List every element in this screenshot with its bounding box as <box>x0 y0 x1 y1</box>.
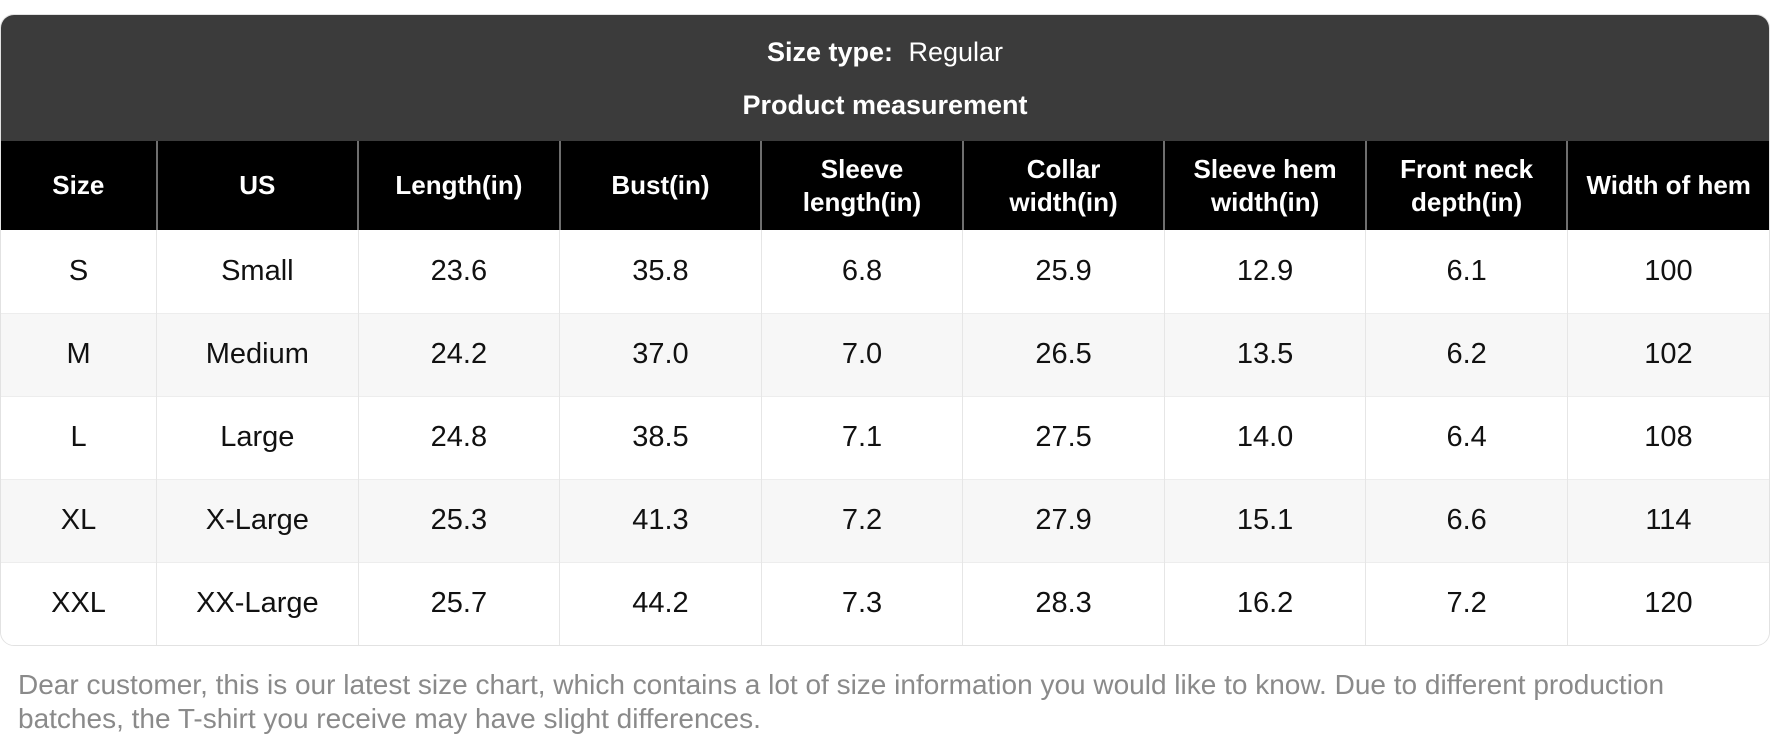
product-measurement-title: Product measurement <box>742 90 1028 120</box>
table-cell: 120 <box>1566 561 1769 645</box>
column-header-length: Length(in) <box>357 141 560 230</box>
size-type-value: Regular <box>908 37 1004 67</box>
table-cell: 114 <box>1566 478 1769 562</box>
table-cell: 7.2 <box>1365 561 1568 645</box>
table-cell: 44.2 <box>559 561 762 645</box>
table-cell: 25.7 <box>357 561 560 645</box>
table-cell: 7.2 <box>760 478 963 562</box>
table-cell: 6.6 <box>1365 478 1568 562</box>
table-header-row: Size US Length(in) Bust(in) Sleeve lengt… <box>1 141 1769 230</box>
table-cell: 23.6 <box>357 230 560 313</box>
table-cell: 38.5 <box>559 395 762 479</box>
table-cell: 14.0 <box>1163 395 1366 479</box>
table-row-l: L Large 24.8 38.5 7.1 27.5 14.0 6.4 108 <box>1 395 1769 479</box>
table-cell: 102 <box>1566 312 1769 396</box>
column-header-width-of-hem: Width of hem <box>1566 141 1769 230</box>
table-cell: 25.3 <box>357 478 560 562</box>
table-cell: XX-Large <box>156 561 359 645</box>
column-header-sleeve-hem-width: Sleeve hem width(in) <box>1163 141 1366 230</box>
table-cell: 6.8 <box>760 230 963 313</box>
column-header-bust: Bust(in) <box>558 141 762 230</box>
table-cell: 108 <box>1566 395 1769 479</box>
table-cell: L <box>1 395 157 479</box>
column-header-front-neck-depth: Front neck depth(in) <box>1364 141 1568 230</box>
table-cell: 24.8 <box>357 395 560 479</box>
table-cell: 41.3 <box>559 478 762 562</box>
table-cell: 16.2 <box>1163 561 1366 645</box>
table-cell: 15.1 <box>1163 478 1366 562</box>
table-cell: 27.9 <box>962 478 1165 562</box>
table-cell: X-Large <box>156 478 359 562</box>
table-cell: Large <box>156 395 359 479</box>
table-cell: 7.0 <box>760 312 963 396</box>
table-cell: 6.1 <box>1365 230 1568 313</box>
customer-note: Dear customer, this is our latest size c… <box>18 669 1665 735</box>
table-cell: 12.9 <box>1163 230 1366 313</box>
table-cell: 6.4 <box>1365 395 1568 479</box>
table-cell: 28.3 <box>962 561 1165 645</box>
table-row-xxl: XXL XX-Large 25.7 44.2 7.3 28.3 16.2 7.2… <box>1 561 1769 645</box>
size-chart-card: Size type: Regular Product measurement S… <box>0 14 1770 646</box>
table-row-m: M Medium 24.2 37.0 7.0 26.5 13.5 6.2 102 <box>1 312 1769 396</box>
table-cell: 35.8 <box>559 230 762 313</box>
table-cell: 27.5 <box>962 395 1165 479</box>
table-cell: 24.2 <box>357 312 560 396</box>
column-header-us: US <box>155 141 359 230</box>
table-cell: 6.2 <box>1365 312 1568 396</box>
table-cell: 25.9 <box>962 230 1165 313</box>
table-cell: XL <box>1 478 157 562</box>
size-measurement-table: Size US Length(in) Bust(in) Sleeve lengt… <box>1 141 1769 645</box>
table-cell: XXL <box>1 561 157 645</box>
table-cell: 7.3 <box>760 561 963 645</box>
column-header-sleeve-length: Sleeve length(in) <box>760 141 963 230</box>
table-cell: 7.1 <box>760 395 963 479</box>
size-type-line: Size type: Regular <box>1 37 1769 68</box>
table-cell: 100 <box>1566 230 1769 313</box>
table-cell: 26.5 <box>962 312 1165 396</box>
table-cell: 37.0 <box>559 312 762 396</box>
table-row-s: S Small 23.6 35.8 6.8 25.9 12.9 6.1 100 <box>1 230 1769 313</box>
table-cell: Small <box>156 230 359 313</box>
table-cell: S <box>68 254 89 287</box>
table-cell: Medium <box>156 312 359 396</box>
size-type-label: Size type: <box>766 37 893 67</box>
table-row-xl: XL X-Large 25.3 41.3 7.2 27.9 15.1 6.6 1… <box>1 478 1769 562</box>
column-header-collar-width: Collar width(in) <box>961 141 1165 230</box>
table-cell: 13.5 <box>1163 312 1366 396</box>
table-cell: M <box>1 312 157 396</box>
size-chart-header: Size type: Regular Product measurement <box>1 15 1769 141</box>
column-header-size: Size <box>1 141 157 230</box>
